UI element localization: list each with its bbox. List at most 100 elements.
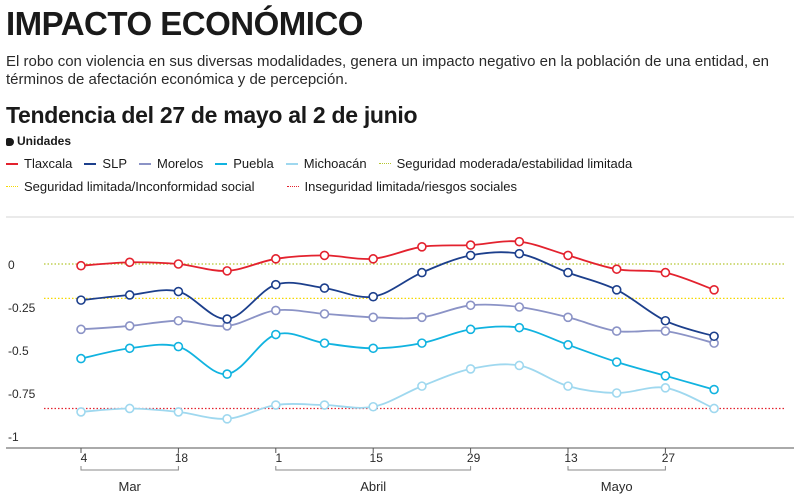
legend: Tlaxcala SLP Morelos Puebla Michoacán Se… — [6, 152, 796, 198]
y-tick-label: -0.25 — [8, 301, 36, 315]
data-point-tlaxcala — [124, 257, 135, 268]
legend-swatch-puebla — [215, 162, 228, 165]
data-point-tlaxcala — [173, 259, 184, 269]
data-point-michoacan — [124, 403, 135, 414]
subtitle: El robo con violencia en sus diversas mo… — [6, 53, 770, 88]
x-tick-label: 13 — [564, 451, 578, 465]
y-tick-label: -0.75 — [8, 387, 36, 401]
data-point-slp — [417, 267, 427, 278]
data-point-michoacan — [173, 407, 184, 417]
month-label: Mar — [119, 479, 142, 494]
data-point-slp — [563, 267, 573, 278]
legend-row-1: Tlaxcala SLP Morelos Puebla Michoacán Se… — [6, 152, 796, 175]
data-point-michoacan — [319, 400, 330, 410]
data-point-puebla — [465, 324, 476, 335]
data-point-morelos — [270, 305, 281, 316]
legend-swatch-slp — [84, 162, 97, 165]
data-point-michoacan — [76, 407, 86, 417]
data-point-puebla — [563, 340, 573, 350]
data-point-morelos — [611, 326, 622, 336]
data-point-michoacan — [563, 381, 573, 391]
data-point-michoacan — [368, 401, 379, 412]
legend-row-2: Seguridad limitada/Inconformidad social … — [6, 175, 796, 198]
data-point-tlaxcala — [319, 250, 330, 261]
legend-label-moderada: Seguridad moderada/estabilidad limitada — [396, 155, 633, 171]
data-point-morelos — [173, 315, 184, 326]
data-point-morelos — [76, 324, 86, 335]
month-bracket — [567, 466, 666, 471]
legend-swatch-limitada — [6, 186, 18, 187]
chart-title: Tendencia del 27 de mayo al 2 de junio — [6, 102, 418, 128]
data-point-tlaxcala — [563, 250, 573, 261]
data-point-slp — [660, 315, 671, 326]
legend-label-inseguridad: Inseguridad limitada/riesgos sociales — [304, 178, 517, 194]
data-point-morelos — [368, 312, 379, 323]
data-point-morelos — [465, 300, 476, 311]
legend-swatch-tlaxcala — [6, 162, 18, 165]
data-point-michoacan — [709, 403, 719, 414]
legend-item-morelos: Morelos — [139, 156, 203, 172]
legend-item-puebla: Puebla — [215, 155, 274, 172]
data-point-slp — [222, 314, 232, 324]
units-marker-icon — [6, 137, 14, 146]
legend-swatch-inseguridad — [286, 186, 299, 187]
data-point-slp — [368, 291, 379, 302]
data-point-slp — [173, 286, 184, 297]
data-point-puebla — [417, 338, 427, 348]
legend-label-michoacan: Michoacán — [303, 155, 367, 171]
data-point-puebla — [660, 370, 671, 381]
data-point-tlaxcala — [76, 260, 86, 271]
x-tick-label: 4 — [81, 451, 88, 465]
x-tick-label: 27 — [662, 451, 676, 465]
data-point-puebla — [173, 341, 184, 352]
page-title: IMPACTO ECONÓMICO — [6, 5, 363, 42]
data-point-slp — [611, 284, 622, 295]
x-tick-label: 18 — [175, 451, 189, 465]
units-label: Unidades — [6, 134, 71, 149]
data-point-tlaxcala — [222, 266, 232, 276]
data-point-tlaxcala — [417, 242, 427, 252]
legend-label-limitada: Seguridad limitada/Inconformidad social — [24, 178, 255, 194]
data-point-puebla — [368, 343, 379, 354]
legend-item-moderada: Seguridad moderada/estabilidad limitada — [378, 155, 633, 172]
data-point-morelos — [319, 309, 330, 319]
legend-swatch-michoacan — [285, 162, 298, 165]
legend-label-slp: SLP — [102, 155, 127, 171]
legend-swatch-moderada — [378, 163, 391, 164]
data-point-morelos — [514, 302, 525, 312]
data-point-puebla — [270, 329, 281, 340]
series-line-puebla — [80, 325, 715, 391]
data-point-puebla — [709, 384, 719, 395]
data-point-slp — [124, 290, 135, 300]
data-point-tlaxcala — [514, 236, 525, 247]
series-line-slp — [80, 251, 715, 338]
data-point-morelos — [660, 326, 671, 336]
legend-item-inseguridad: Inseguridad limitada/riesgos sociales — [286, 178, 517, 195]
data-point-puebla — [76, 353, 86, 364]
x-tick-label: 1 — [275, 451, 282, 465]
data-point-puebla — [514, 322, 525, 333]
data-point-tlaxcala — [709, 284, 719, 295]
month-label: Abril — [360, 479, 386, 494]
y-tick-label: 0 — [8, 258, 15, 272]
data-point-michoacan — [465, 364, 476, 374]
data-point-michoacan — [514, 360, 525, 371]
data-point-tlaxcala — [270, 254, 281, 264]
data-point-puebla — [124, 343, 135, 354]
units-text: Unidades — [17, 134, 72, 148]
legend-label-puebla: Puebla — [233, 155, 274, 171]
data-point-michoacan — [222, 413, 232, 424]
data-point-tlaxcala — [368, 254, 379, 264]
data-point-slp — [270, 279, 281, 290]
data-point-michoacan — [611, 388, 622, 398]
legend-swatch-morelos — [139, 162, 151, 165]
data-point-slp — [465, 250, 476, 261]
month-label: Mayo — [601, 479, 633, 494]
legend-label-tlaxcala: Tlaxcala — [24, 155, 73, 171]
month-bracket — [80, 466, 179, 471]
data-point-morelos — [417, 312, 427, 323]
legend-item-slp: SLP — [84, 156, 127, 172]
x-tick-label: 29 — [467, 451, 481, 465]
data-point-puebla — [222, 369, 232, 379]
